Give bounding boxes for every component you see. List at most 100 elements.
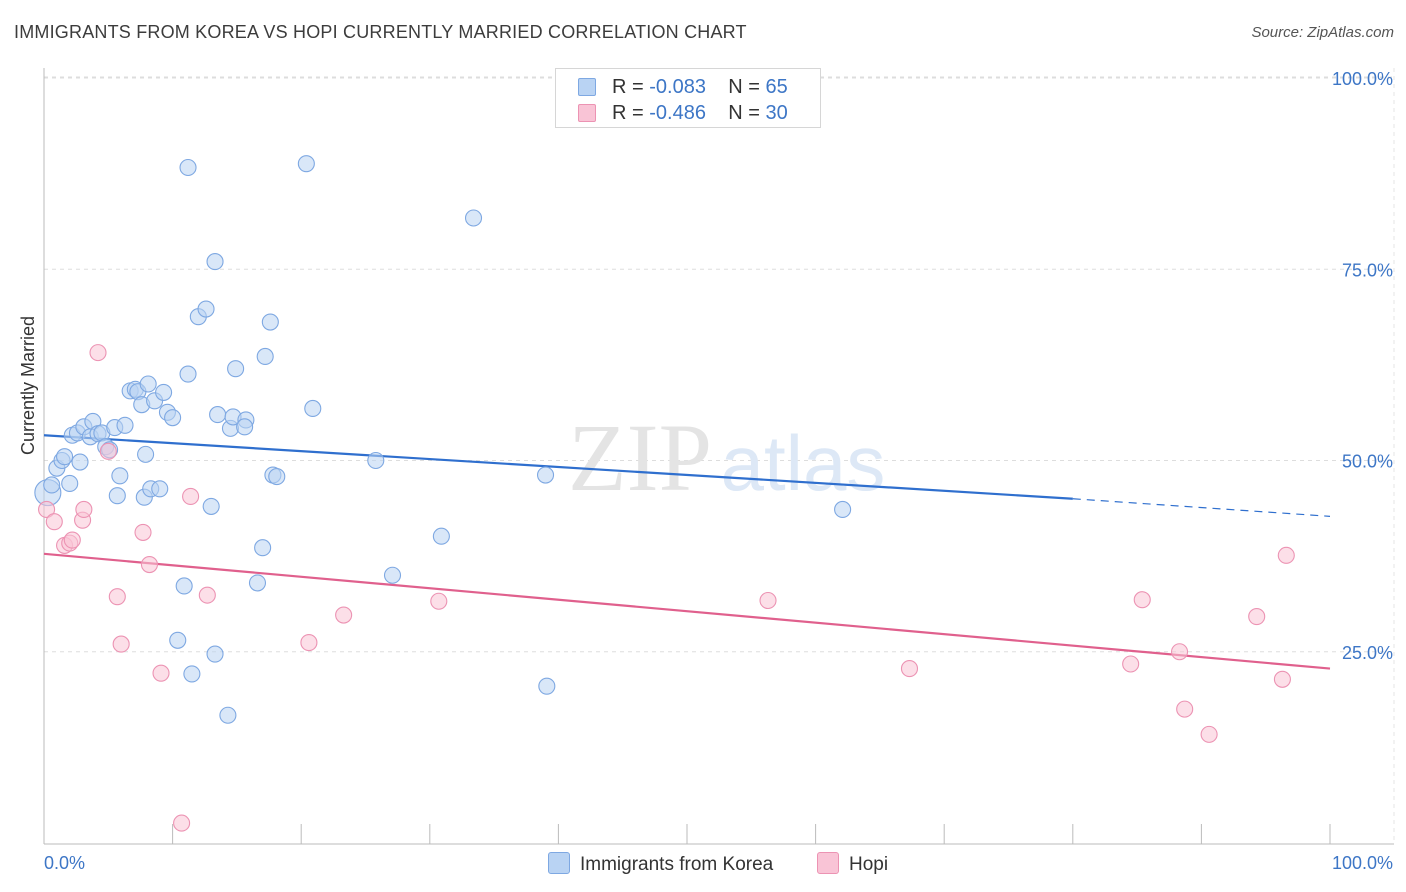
korea-point [236,418,254,436]
korea-point [139,375,157,393]
legend-swatch-korea [578,78,596,96]
grid-lines [44,68,1395,844]
source-label: Source: ZipAtlas.com [1251,24,1394,41]
korea-point [256,347,274,366]
trend-lines [43,434,1331,670]
korea-point [169,631,187,649]
data-points [34,155,1295,832]
hopi-point [430,592,448,610]
legend-n-value-korea: 65 [765,76,788,98]
hopi-point [1170,643,1189,661]
korea-point [297,155,315,173]
korea-point [268,468,286,486]
x-tick-label: 0.0% [44,853,85,873]
hopi-point [99,442,117,460]
korea-point [151,480,169,498]
hopi-point [152,664,170,682]
y-tick-label: 25.0% [1342,643,1393,663]
y-tick-label: 100.0% [1332,69,1393,89]
watermark: ZIP atlas [568,404,885,511]
korea-point [155,383,173,401]
bottom-legend-swatch-hopi [817,852,839,874]
hopi-point [1133,591,1151,609]
korea-point [536,466,555,484]
hopi-point [759,591,777,610]
korea-point [261,313,279,331]
korea-point [179,158,197,177]
x-tick-label: 100.0% [1332,853,1393,873]
bottom-legend-hopi: Hopi [817,852,888,876]
y-axis-title: Currently Married [18,315,38,455]
korea-point [209,406,227,424]
korea-point [197,300,215,318]
legend-n-value-hopi: 30 [765,102,788,124]
korea-point [248,574,267,592]
korea-point [108,487,126,505]
trend-line-hopi [43,552,1331,670]
korea-point [538,677,556,695]
hopi-point [1176,700,1194,718]
hopi-point [198,586,216,604]
trend-line-korea-extension [1072,498,1331,517]
hopi-point [900,660,919,678]
bottom-legend-swatch-korea [548,852,570,874]
bottom-legend-korea: Immigrants from Korea [548,852,773,876]
korea-point [116,416,134,434]
korea-point [43,476,61,494]
korea-point [61,474,79,493]
hopi-point [63,531,81,549]
korea-point [56,448,74,466]
hopi-point [1277,546,1295,564]
hopi-point [140,555,159,574]
korea-point [304,399,322,418]
hopi-point [75,500,93,519]
bottom-legend-label-korea: Immigrants from Korea [580,854,774,875]
legend-swatch-hopi [578,104,596,122]
korea-point [183,665,201,683]
korea-point [834,500,852,519]
hopi-point [134,523,152,541]
hopi-point [173,814,191,832]
hopi-point [1273,670,1291,688]
korea-point [254,539,272,557]
hopi-point [108,588,126,606]
legend-r-value-hopi: -0.486 [649,102,706,124]
trend-line-korea [43,434,1073,500]
watermark-zip: ZIP [568,404,712,511]
korea-point [206,645,224,663]
korea-point [137,445,155,463]
hopi-point [89,344,107,362]
legend-r-label: R = [612,102,644,124]
korea-point [179,365,197,383]
korea-point [227,360,245,378]
hopi-point [112,635,130,653]
legend-n-label: N = [728,102,760,124]
y-tick-label: 75.0% [1342,260,1393,280]
bottom-legend-label-hopi: Hopi [849,854,889,875]
y-tick-label: 50.0% [1342,452,1393,472]
korea-point [367,451,385,470]
chart-title: IMMIGRANTS FROM KOREA VS HOPI CURRENTLY … [14,22,747,42]
hopi-point [1200,725,1218,743]
korea-point [432,527,450,545]
tick-labels: 25.0% 50.0% 75.0% 100.0% 0.0% 100.0% [44,69,1393,873]
korea-point [219,706,237,724]
legend-n-label: N = [728,76,760,98]
korea-point [206,253,224,271]
hopi-point [182,487,200,506]
hopi-point [1248,608,1266,626]
legend: R = -0.083 N = 65 R = -0.486 N = 30 [555,68,821,128]
axes [43,68,1394,845]
hopi-point [38,500,56,519]
hopi-point [335,606,353,624]
korea-point [71,453,89,471]
korea-point [202,497,220,515]
korea-point [164,409,182,427]
korea-point [175,577,193,595]
hopi-point [300,634,318,652]
hopi-point [1122,655,1140,673]
watermark-atlas: atlas [721,419,886,507]
korea-point [111,467,129,485]
hopi-point [45,513,63,531]
